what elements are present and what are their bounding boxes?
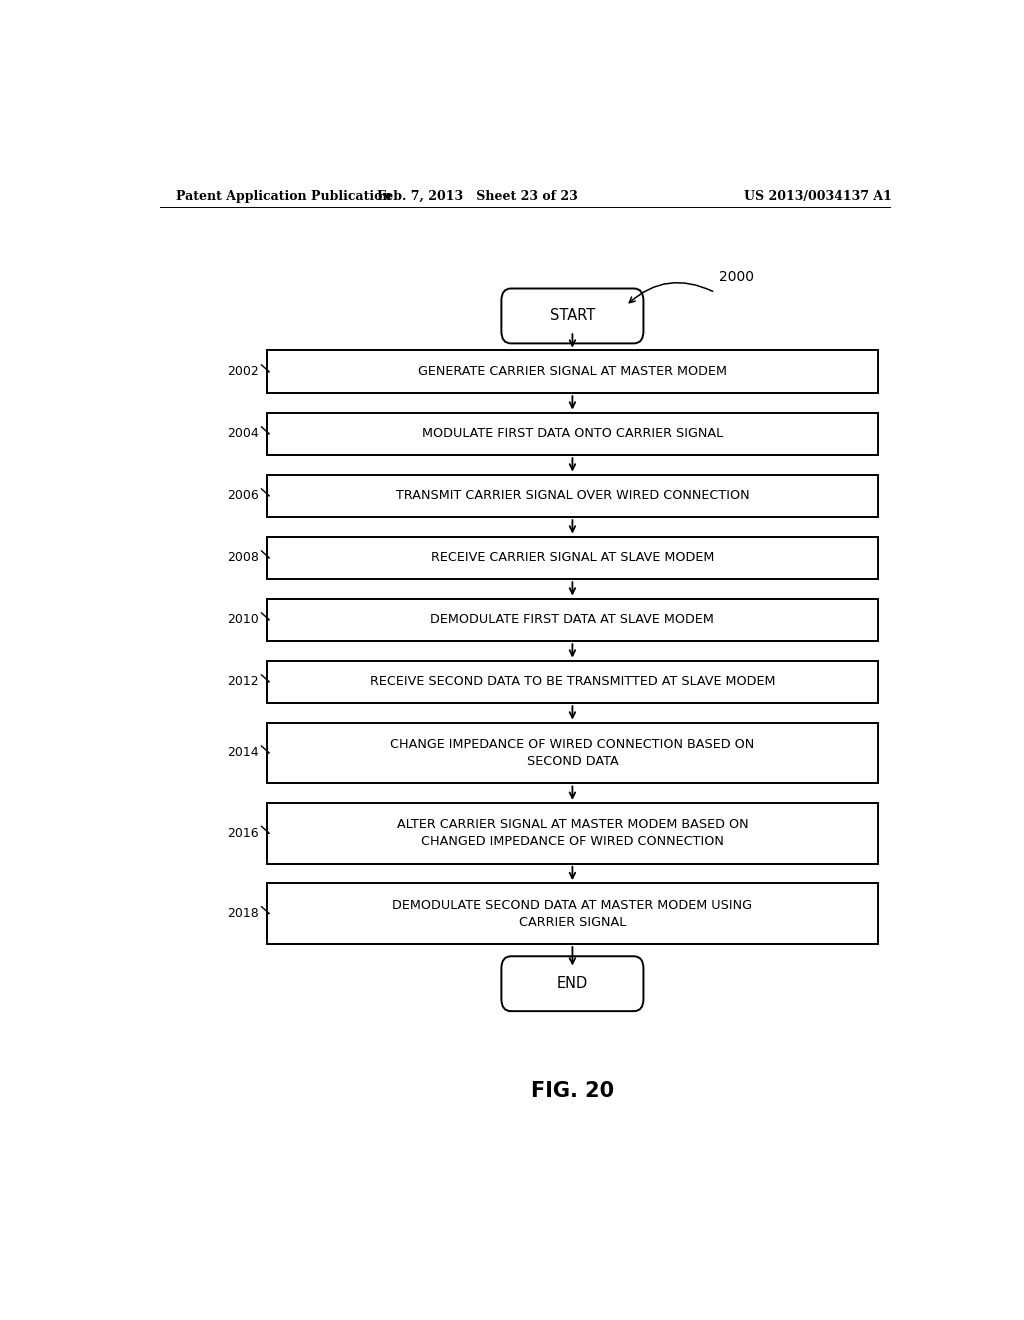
Bar xyxy=(267,722,878,784)
Bar xyxy=(267,536,878,579)
Bar xyxy=(267,883,878,944)
Text: GENERATE CARRIER SIGNAL AT MASTER MODEM: GENERATE CARRIER SIGNAL AT MASTER MODEM xyxy=(418,366,727,379)
Text: 2006: 2006 xyxy=(227,490,259,503)
Text: 2004: 2004 xyxy=(227,428,259,441)
Text: Patent Application Publication: Patent Application Publication xyxy=(176,190,391,202)
Text: MODULATE FIRST DATA ONTO CARRIER SIGNAL: MODULATE FIRST DATA ONTO CARRIER SIGNAL xyxy=(422,428,723,441)
Text: 2014: 2014 xyxy=(227,747,259,759)
Text: 2002: 2002 xyxy=(227,366,259,379)
Bar xyxy=(267,351,878,393)
Text: ALTER CARRIER SIGNAL AT MASTER MODEM BASED ON
CHANGED IMPEDANCE OF WIRED CONNECT: ALTER CARRIER SIGNAL AT MASTER MODEM BAS… xyxy=(396,818,749,849)
FancyBboxPatch shape xyxy=(502,289,643,343)
Text: START: START xyxy=(550,309,595,323)
Text: 2012: 2012 xyxy=(227,676,259,688)
Text: FIG. 20: FIG. 20 xyxy=(530,1081,614,1101)
Text: DEMODULATE FIRST DATA AT SLAVE MODEM: DEMODULATE FIRST DATA AT SLAVE MODEM xyxy=(430,614,715,627)
Text: RECEIVE SECOND DATA TO BE TRANSMITTED AT SLAVE MODEM: RECEIVE SECOND DATA TO BE TRANSMITTED AT… xyxy=(370,676,775,688)
Text: CHANGE IMPEDANCE OF WIRED CONNECTION BASED ON
SECOND DATA: CHANGE IMPEDANCE OF WIRED CONNECTION BAS… xyxy=(390,738,755,768)
Text: 2008: 2008 xyxy=(227,552,259,565)
Text: DEMODULATE SECOND DATA AT MASTER MODEM USING
CARRIER SIGNAL: DEMODULATE SECOND DATA AT MASTER MODEM U… xyxy=(392,899,753,928)
Text: Feb. 7, 2013   Sheet 23 of 23: Feb. 7, 2013 Sheet 23 of 23 xyxy=(377,190,578,202)
Bar xyxy=(267,598,878,642)
FancyBboxPatch shape xyxy=(502,956,643,1011)
Text: RECEIVE CARRIER SIGNAL AT SLAVE MODEM: RECEIVE CARRIER SIGNAL AT SLAVE MODEM xyxy=(431,552,714,565)
Bar xyxy=(267,803,878,863)
Bar xyxy=(267,413,878,455)
Text: TRANSMIT CARRIER SIGNAL OVER WIRED CONNECTION: TRANSMIT CARRIER SIGNAL OVER WIRED CONNE… xyxy=(395,490,750,503)
Bar xyxy=(267,474,878,517)
Bar xyxy=(267,660,878,704)
Text: END: END xyxy=(557,977,588,991)
Text: 2016: 2016 xyxy=(227,826,259,840)
Text: 2018: 2018 xyxy=(227,907,259,920)
Text: US 2013/0034137 A1: US 2013/0034137 A1 xyxy=(744,190,892,202)
Text: 2000: 2000 xyxy=(719,271,755,284)
Text: 2010: 2010 xyxy=(227,614,259,627)
